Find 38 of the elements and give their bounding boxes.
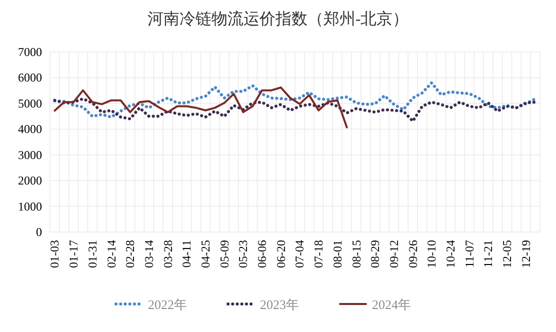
x-tick-label: 10-10 [424,240,439,268]
legend-label: 2023年 [260,297,299,312]
x-tick-label: 08-15 [349,240,364,268]
x-tick-label: 02-28 [123,240,138,268]
x-tick-label: 07-04 [292,240,307,268]
x-tick-label: 03-14 [142,240,156,268]
x-tick-label: 11-21 [481,240,496,268]
x-tick-label: 10-24 [443,240,458,268]
x-tick-label: 12-19 [518,240,533,268]
legend-label: 2022年 [148,297,187,312]
y-tick-label: 4000 [18,122,42,136]
x-tick-label: 07-18 [312,240,326,268]
x-tick-label: 09-12 [386,240,401,268]
x-tick-label: 01-03 [48,240,62,268]
y-tick-label: 3000 [18,148,42,162]
y-tick-label: 1000 [18,199,42,214]
x-tick-label: 04-11 [180,240,194,268]
x-tick-label: 12-05 [500,240,514,268]
y-tick-label: 0 [36,225,42,239]
y-tick-label: 6000 [18,70,42,85]
y-tick-label: 7000 [18,45,42,59]
x-tick-label: 01-17 [66,240,81,268]
x-tick-label: 08-01 [330,240,344,268]
x-tick-label: 01-31 [85,240,100,268]
x-tick-label: 05-09 [217,240,232,268]
y-tick-label: 2000 [18,174,42,188]
x-tick-label: 08-29 [368,240,382,268]
x-tick-label: 09-26 [406,240,420,268]
legend-label: 2024年 [372,297,411,312]
x-tick-label: 04-25 [198,240,212,268]
x-tick-label: 06-06 [255,240,270,268]
x-tick-label: 03-28 [160,240,175,268]
x-tick-label: 02-14 [104,240,118,268]
x-tick-label: 06-20 [274,240,288,268]
y-tick-label: 5000 [18,96,42,110]
x-tick-label: 11-07 [462,240,476,268]
x-tick-label: 05-23 [236,240,250,268]
chart-title: 河南冷链物流运价指数（郑州-北京） [147,10,409,28]
